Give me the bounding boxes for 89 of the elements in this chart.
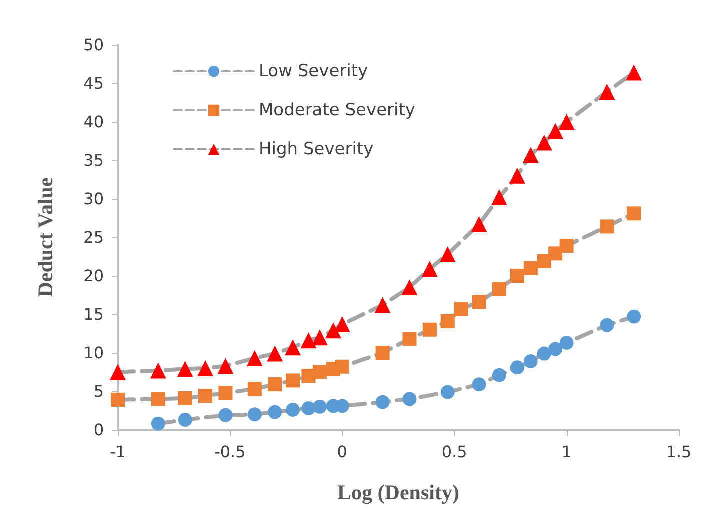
point [600, 220, 614, 234]
point [150, 362, 166, 379]
point [376, 346, 390, 360]
point [510, 269, 524, 283]
x-tick-label: 0.5 [442, 442, 468, 462]
point [151, 416, 166, 431]
y-tick-label: 50 [84, 36, 104, 54]
y-tick-label: 0 [94, 420, 104, 440]
y-tick-label: 20 [84, 266, 104, 286]
y-tick-label: 45 [84, 74, 104, 93]
point [177, 361, 194, 378]
point [218, 358, 234, 374]
point [492, 368, 506, 382]
legend-label: High Severity [259, 140, 374, 160]
point [558, 114, 575, 130]
point [268, 378, 282, 392]
point [286, 374, 300, 388]
point [560, 238, 574, 253]
y-tick-label: 15 [84, 305, 104, 324]
point [218, 386, 233, 400]
point [599, 84, 616, 100]
x-tick-label: 1.5 [666, 442, 692, 462]
point [268, 405, 282, 420]
point [440, 385, 455, 400]
point [111, 392, 125, 407]
x-tick-label: 1 [562, 442, 572, 462]
point [312, 400, 327, 414]
point [285, 340, 302, 356]
point [198, 360, 214, 376]
point [376, 395, 390, 410]
point [402, 392, 417, 406]
point [471, 216, 488, 232]
point [472, 378, 486, 392]
point [286, 402, 300, 417]
point [312, 330, 328, 346]
point [402, 280, 418, 296]
point [248, 408, 262, 422]
y-axis-title: Deduct Value [34, 178, 58, 298]
point [548, 246, 563, 261]
y-tick-label: 5 [94, 382, 104, 401]
point [374, 297, 391, 314]
y-tick-label: 30 [84, 190, 104, 208]
point [300, 332, 317, 349]
point [402, 332, 417, 346]
point [218, 408, 233, 422]
point [151, 392, 166, 406]
point [248, 382, 262, 396]
point [472, 295, 486, 310]
point [454, 302, 468, 316]
x-tick-label: -1 [110, 442, 126, 462]
y-tick-label: 40 [84, 112, 104, 132]
point [536, 134, 552, 151]
point [178, 391, 192, 406]
point [335, 360, 350, 374]
legend-label: Low Severity [259, 62, 368, 82]
point [560, 336, 574, 350]
point [491, 189, 508, 206]
y-tick-label: 25 [84, 228, 104, 247]
point [524, 261, 538, 276]
point [440, 314, 455, 328]
point [626, 64, 642, 81]
point [110, 364, 126, 380]
point [537, 254, 552, 268]
point [509, 168, 526, 184]
point [548, 342, 563, 356]
x-axis-title: Log (Density) [338, 480, 460, 504]
x-tick-label: -0.5 [214, 442, 246, 462]
x-tick-label: 0 [337, 442, 348, 462]
point [440, 246, 456, 262]
point [325, 322, 342, 339]
point [627, 310, 642, 324]
point [600, 318, 614, 332]
point [537, 346, 552, 361]
point [422, 261, 438, 278]
point [422, 322, 437, 337]
point [198, 389, 213, 404]
point [522, 147, 539, 164]
point [246, 350, 263, 366]
point [267, 346, 284, 362]
point [312, 365, 327, 380]
legend-label: Moderate Severity [259, 100, 416, 120]
point [510, 360, 524, 375]
y-tick-label: 35 [84, 151, 104, 170]
point [178, 412, 192, 427]
point [548, 123, 564, 140]
point [492, 282, 506, 296]
point [627, 206, 642, 221]
y-tick-label: 10 [84, 344, 104, 362]
point [524, 354, 538, 368]
